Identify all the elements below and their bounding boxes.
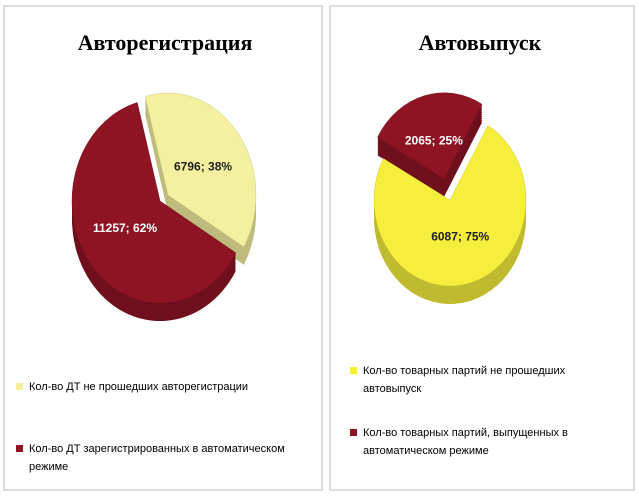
legend-entry: Кол-во ДТ не прошедших авторегистрации	[16, 378, 316, 396]
legend-entry: Кол-во товарных партий не прошедших авто…	[350, 362, 622, 398]
data-label: 6796; 38%	[174, 159, 232, 173]
legend-label: Кол-во ДТ зарегистрированных в автоматич…	[29, 443, 285, 473]
legend-swatch	[350, 429, 357, 436]
chart-title: Авторегистрация	[78, 30, 253, 55]
data-label: 6087; 75%	[431, 229, 489, 243]
legend-swatch	[16, 445, 23, 452]
pie-slice	[377, 92, 483, 180]
legend-label: Кол-во товарных партий, выпущенных в авт…	[363, 427, 568, 457]
pie-slice	[144, 92, 257, 248]
legend-swatch	[350, 367, 357, 374]
data-label: 2065; 25%	[405, 134, 463, 148]
legend-entry: Кол-во товарных партий, выпущенных в авт…	[350, 424, 622, 460]
legend-swatch	[16, 383, 23, 390]
pie-slice	[373, 125, 527, 287]
chart-title: Автовыпуск	[419, 30, 542, 55]
pie-slice	[71, 102, 237, 304]
data-label: 11257; 62%	[93, 221, 157, 235]
legend-label: Кол-во ДТ не прошедших авторегистрации	[29, 381, 249, 393]
legend-entry: Кол-во ДТ зарегистрированных в автоматич…	[16, 440, 316, 476]
panel-border	[329, 5, 635, 491]
panel-border	[3, 5, 323, 491]
legend-label: Кол-во товарных партий не прошедших авто…	[363, 365, 566, 395]
